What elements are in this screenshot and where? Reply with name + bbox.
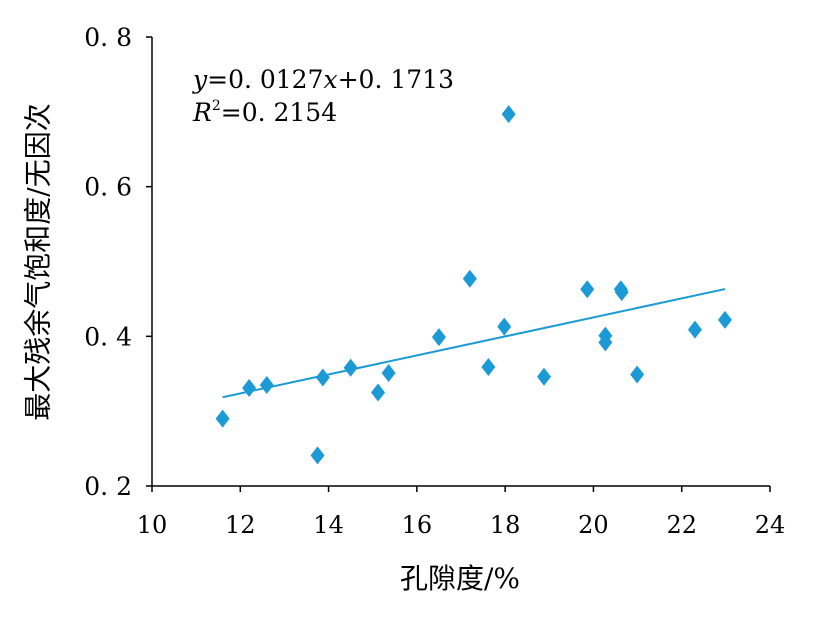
data-point <box>536 367 551 386</box>
data-point <box>687 320 702 339</box>
x-tick-label: 20 <box>578 511 609 539</box>
data-point <box>717 310 732 329</box>
y-tick-label: 0. 6 <box>84 173 132 202</box>
trendline-group <box>222 288 726 399</box>
data-point <box>598 333 613 352</box>
x-tick-label: 16 <box>402 511 433 539</box>
x-tick-label: 18 <box>490 511 521 539</box>
data-point <box>215 409 230 428</box>
trendline <box>222 288 726 399</box>
equation-x-var: x <box>324 65 338 94</box>
data-point <box>343 358 358 377</box>
data-point <box>371 383 386 402</box>
r-squared-label: R2=0. 2154 <box>192 98 337 127</box>
y-tick-label: 0. 4 <box>84 322 132 351</box>
x-tick-label: 12 <box>225 511 256 539</box>
data-point <box>630 365 645 384</box>
data-point <box>497 317 512 336</box>
r2-superscript: 2 <box>212 98 221 114</box>
x-tick-label: 22 <box>666 511 697 539</box>
x-tick-label: 10 <box>137 511 168 539</box>
data-point <box>259 375 274 394</box>
data-point <box>242 378 257 397</box>
axes: 0. 2 0. 4 0. 6 0. 8 10 12 14 16 18 20 22 24 <box>84 23 785 539</box>
data-point <box>310 446 325 465</box>
y-tick-label: 0. 2 <box>84 472 132 501</box>
equation-intercept: +0. 1713 <box>338 65 454 94</box>
data-point <box>614 283 629 302</box>
data-points <box>215 105 732 465</box>
data-point <box>580 280 595 299</box>
data-point <box>481 358 496 377</box>
trendline-equation: y=0. 0127x+0. 1713 <box>192 65 454 94</box>
r2-symbol: R <box>192 98 212 127</box>
data-point <box>462 269 477 288</box>
data-point <box>501 105 516 124</box>
data-point <box>381 364 396 383</box>
data-point <box>315 368 330 387</box>
data-point <box>431 328 446 347</box>
y-tick-label: 0. 8 <box>84 23 132 52</box>
y-axis-title: 最大残余气饱和度/无因次 <box>22 103 55 420</box>
equation-slope: =0. 0127 <box>207 65 323 94</box>
x-tick-label: 24 <box>755 511 786 539</box>
r2-value: =0. 2154 <box>221 98 337 127</box>
x-tick-label: 14 <box>313 511 344 539</box>
equation-y-var: y <box>192 65 208 94</box>
x-axis-title: 孔隙度/% <box>400 562 520 595</box>
